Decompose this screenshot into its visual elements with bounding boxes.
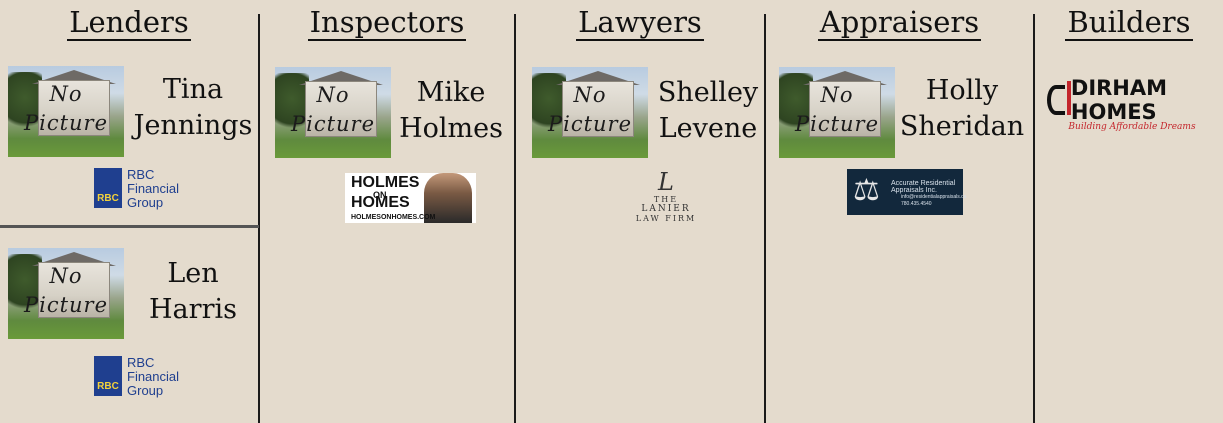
rbc-line3: Group bbox=[127, 195, 164, 210]
contact-card[interactable]: No Picture Mike Holmes HOLMES ON HOMES H… bbox=[275, 67, 510, 227]
contact-card[interactable]: No Picture Tina Jennings RBC RBC Financi… bbox=[8, 66, 253, 216]
photo-caption-line2: Picture bbox=[23, 111, 109, 135]
photo-caption-line1: No bbox=[820, 83, 854, 107]
holmes-line1: HOLMES bbox=[351, 174, 420, 191]
house-decoration bbox=[305, 81, 377, 137]
contact-card[interactable]: No Picture Len Harris RBC RBC Financial … bbox=[8, 248, 253, 398]
name-last: Levene bbox=[658, 113, 758, 144]
holmes-line3: HOMES bbox=[351, 194, 410, 211]
rbc-logo[interactable]: RBC RBC Financial Group bbox=[94, 356, 179, 398]
heading-text: Lawyers bbox=[576, 5, 704, 41]
builders-column: Builders DIRHAM HOMES Building Affordabl… bbox=[1035, 0, 1223, 423]
heading-text: Inspectors bbox=[307, 5, 467, 41]
dirham-logo-row: DIRHAM HOMES bbox=[1047, 76, 1217, 124]
appraisers-column: Appraisers No Picture Holly Sheridan ⚖ A… bbox=[766, 0, 1033, 423]
appraisal-email: info@residentialappraisals.ca bbox=[901, 194, 967, 200]
lanier-name: LANIER bbox=[641, 204, 691, 214]
contact-name: Shelley Levene bbox=[648, 75, 768, 147]
photo-caption-line2: Picture bbox=[794, 112, 880, 136]
name-first: Tina bbox=[162, 74, 224, 105]
column-heading: Lawyers bbox=[516, 4, 764, 41]
appraisal-title: Accurate Residential Appraisals Inc. bbox=[891, 180, 956, 194]
no-picture-photo: No Picture bbox=[8, 248, 124, 339]
heading-text: Appraisers bbox=[817, 5, 982, 41]
rbc-line2: Financial bbox=[127, 369, 180, 384]
photo-caption-line2: Picture bbox=[290, 112, 376, 136]
lanier-top: THE bbox=[653, 195, 679, 204]
lenders-column: Lenders No Picture Tina Jennings RBC RBC… bbox=[0, 0, 259, 423]
accurate-appraisals-logo[interactable]: ⚖ Accurate Residential Appraisals Inc. i… bbox=[847, 169, 966, 215]
contact-name: Tina Jennings bbox=[130, 72, 256, 144]
holmes-on-homes-logo[interactable]: HOLMES ON HOMES HOLMESONHOMES.COM bbox=[345, 173, 476, 223]
house-decoration bbox=[38, 80, 110, 136]
photo-caption-line1: No bbox=[316, 83, 350, 107]
dirham-tagline: Building Affordable Dreams bbox=[1068, 122, 1196, 132]
dirham-homes-logo[interactable]: DIRHAM HOMES Building Affordable Dreams bbox=[1047, 76, 1217, 132]
rbc-line1: RBC bbox=[127, 355, 155, 370]
rbc-logo-text: RBC Financial Group bbox=[127, 356, 179, 398]
name-first: Mike bbox=[416, 77, 486, 108]
card-separator bbox=[0, 225, 259, 228]
house-decoration bbox=[809, 81, 881, 137]
photo-caption-line1: No bbox=[49, 82, 83, 106]
no-picture-photo: No Picture bbox=[532, 67, 648, 158]
lawyers-column: Lawyers No Picture Shelley Levene L THE … bbox=[516, 0, 764, 423]
holmes-url: HOLMESONHOMES.COM bbox=[351, 214, 436, 221]
column-heading: Builders bbox=[1035, 4, 1223, 41]
contact-name: Holly Sheridan bbox=[895, 73, 1029, 145]
dirham-wordmark: DIRHAM HOMES bbox=[1070, 76, 1168, 124]
contact-name: Mike Holmes bbox=[393, 75, 509, 147]
column-divider bbox=[1033, 14, 1035, 423]
house-decoration bbox=[38, 262, 110, 318]
photo-caption-line2: Picture bbox=[23, 293, 109, 317]
name-last: Jennings bbox=[133, 110, 253, 141]
column-divider bbox=[258, 14, 260, 423]
heading-text: Builders bbox=[1065, 5, 1193, 41]
name-last: Holmes bbox=[399, 113, 503, 144]
column-divider bbox=[514, 14, 516, 423]
contact-card[interactable]: No Picture Holly Sheridan ⚖ Accurate Res… bbox=[779, 67, 1029, 227]
rbc-line2: Financial bbox=[127, 181, 180, 196]
contact-card[interactable]: No Picture Shelley Levene L THE LANIER L… bbox=[532, 67, 762, 227]
photo-caption-line1: No bbox=[573, 83, 607, 107]
lanier-law-firm-logo[interactable]: L THE LANIER LAW FIRM bbox=[628, 169, 704, 223]
photo-caption-line2: Picture bbox=[547, 112, 633, 136]
holmes-line2: ON bbox=[373, 190, 387, 200]
no-picture-photo: No Picture bbox=[8, 66, 124, 157]
rbc-logo-text: RBC Financial Group bbox=[127, 168, 179, 210]
no-picture-photo: No Picture bbox=[275, 67, 391, 158]
name-last: Sheridan bbox=[899, 111, 1025, 142]
rbc-line3: Group bbox=[127, 383, 164, 398]
photo-caption-line1: No bbox=[49, 264, 83, 288]
name-first: Len bbox=[167, 258, 219, 289]
rbc-logo[interactable]: RBC RBC Financial Group bbox=[94, 168, 179, 210]
name-first: Holly bbox=[925, 75, 999, 106]
inspectors-column: Inspectors No Picture Mike Holmes HOLMES… bbox=[260, 0, 514, 423]
heading-text: Lenders bbox=[67, 5, 191, 41]
lanier-sub: LAW FIRM bbox=[635, 214, 697, 223]
house-decoration bbox=[562, 81, 634, 137]
dirham-d-icon bbox=[1047, 81, 1071, 115]
column-heading: Appraisers bbox=[766, 4, 1033, 41]
appraisal-contact: info@residentialappraisals.ca 780.435.45… bbox=[901, 194, 966, 208]
name-first: Shelley bbox=[657, 77, 759, 108]
appraisal-phone: 780.435.4540 bbox=[901, 201, 932, 207]
name-last: Harris bbox=[149, 294, 237, 325]
lanier-mark: L bbox=[658, 168, 674, 196]
column-heading: Inspectors bbox=[260, 4, 514, 41]
scales-icon: ⚖ bbox=[853, 174, 880, 207]
rbc-shield-icon: RBC bbox=[94, 168, 122, 208]
no-picture-photo: No Picture bbox=[779, 67, 895, 158]
column-heading: Lenders bbox=[0, 4, 258, 41]
mike-holmes-photo bbox=[424, 173, 472, 223]
rbc-shield-icon: RBC bbox=[94, 356, 122, 396]
rbc-line1: RBC bbox=[127, 167, 155, 182]
contact-name: Len Harris bbox=[130, 256, 256, 328]
column-divider bbox=[764, 14, 766, 423]
